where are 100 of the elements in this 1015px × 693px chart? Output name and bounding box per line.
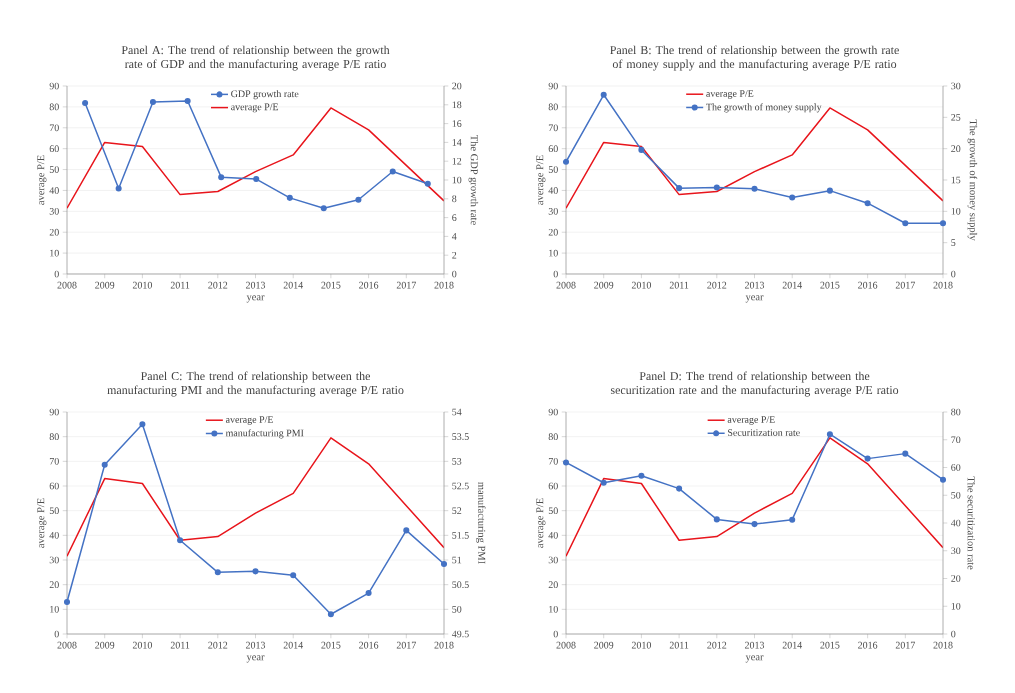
point: [184, 97, 191, 105]
y2-tick-label: 4: [451, 233, 457, 240]
x-tick-label: 2014: [283, 281, 304, 289]
x-tick-label: 2010: [631, 641, 651, 649]
x-tick-label: 2016: [858, 281, 878, 289]
legend-label: average P/E: [706, 90, 754, 99]
y2-tick-label: 25: [951, 113, 961, 121]
x-tick-label: 2009: [594, 281, 614, 289]
point: [214, 569, 221, 576]
x-tick-label: 2014: [283, 641, 304, 649]
x-tick-label: 2012: [707, 641, 727, 649]
y-tick-label: 20: [548, 581, 558, 589]
x-tick-label: 2011: [170, 281, 190, 289]
point: [63, 598, 71, 605]
y-tick-label: 70: [49, 124, 59, 132]
legend-label: average P/E: [231, 103, 279, 113]
x-tick-label: 2018: [933, 641, 953, 649]
y-tick-label: 10: [549, 605, 558, 613]
point: [440, 560, 448, 567]
y2-tick-label: 49.5: [451, 630, 469, 638]
chart-title: Panel C: The trend of relationship between the manufacturing PMI and the manufacturing average P/E ratio: [107, 371, 404, 397]
x-tick-label: 2011: [669, 281, 689, 289]
point: [676, 185, 683, 192]
x-tick-label: 2013: [245, 641, 266, 649]
x-tick-label: 2013: [744, 641, 765, 649]
y2-tick-label: 70: [951, 436, 961, 444]
x-axis-title: year: [246, 295, 265, 303]
x-tick-label: 2018: [933, 281, 953, 289]
point: [365, 590, 372, 597]
point: [600, 479, 607, 486]
x-axis-title: year: [745, 295, 764, 303]
y2-tick-label: 20: [951, 145, 961, 153]
x-tick-label: 2009: [95, 641, 115, 649]
y2-tick-label: 5: [951, 239, 956, 246]
x-tick-label: 2017: [895, 641, 915, 649]
x-tick-label: 2016: [359, 641, 379, 649]
y2-tick-label: 16: [452, 120, 462, 127]
y2-tick-label: 2: [452, 251, 457, 259]
y-tick-label: 80: [49, 433, 59, 441]
x-tick-label: 2010: [631, 281, 651, 289]
chart-title: Panel A: The trend of relationship between the growth rate of GDP and the manufacturing average P/E ratio: [121, 45, 390, 71]
y2-tick-label: 6: [452, 214, 457, 221]
point: [713, 184, 720, 191]
point: [389, 168, 396, 175]
y2-tick-label: 0: [452, 270, 457, 278]
x-tick-label: 2017: [895, 281, 915, 289]
point: [252, 568, 259, 575]
y-tick-label: 80: [548, 433, 558, 441]
y2-axis-title: The GDP growth rate: [468, 135, 479, 225]
point: [676, 485, 683, 492]
x-tick-label: 2015: [820, 641, 840, 649]
point: [286, 194, 293, 201]
y2-tick-label: 15: [951, 176, 961, 184]
x-tick-label: 2015: [820, 281, 840, 289]
y-tick-label: 60: [49, 482, 59, 490]
y2-tick-label: 52.5: [452, 482, 469, 490]
y-tick-label: 80: [49, 103, 59, 111]
y2-tick-label: 54: [452, 408, 462, 416]
point: [115, 185, 122, 192]
legend-label: average P/E: [727, 416, 775, 425]
y-tick-label: 70: [548, 457, 558, 465]
point: [751, 185, 758, 192]
point: [424, 180, 431, 187]
x-tick-label: 2008: [57, 281, 77, 289]
y-tick-label: 30: [548, 556, 558, 564]
y-tick-label: 80: [548, 103, 558, 111]
legend-label: average P/E: [225, 416, 273, 425]
point: [789, 516, 796, 523]
y-tick-label: 0: [54, 630, 59, 638]
y2-tick-label: 51.5: [452, 531, 469, 539]
y-tick-label: 30: [548, 207, 558, 215]
y2-axis-title: The growth of money supply: [967, 119, 978, 241]
y2-tick-label: 50: [951, 491, 961, 499]
y-tick-label: 50: [548, 507, 558, 515]
x-tick-label: 2011: [669, 641, 689, 649]
y2-tick-label: 14: [452, 139, 462, 146]
y-tick-label: 90: [548, 82, 558, 90]
y2-tick-label: 53: [452, 457, 462, 465]
point: [403, 527, 410, 534]
y2-tick-label: 20: [452, 82, 462, 90]
point: [149, 98, 156, 106]
y-tick-label: 50: [548, 166, 558, 173]
x-axis-title: year: [246, 655, 265, 663]
y2-tick-label: 60: [951, 464, 961, 471]
y-axis-title: average P/E: [37, 498, 47, 548]
y2-tick-label: 12: [452, 157, 462, 165]
y-tick-label: 90: [49, 408, 59, 416]
y-tick-label: 40: [548, 531, 558, 539]
y2-tick-label: 10: [951, 602, 961, 610]
point: [290, 572, 297, 579]
point: [826, 431, 833, 438]
y2-tick-label: 50.5: [452, 581, 469, 589]
y2-tick-label: 8: [452, 195, 457, 203]
chart-title: Panel B: The trend of relationship between the growth rate of money supply and the manufacturing average P/E ratio: [610, 45, 899, 71]
y-tick-label: 0: [553, 630, 558, 638]
x-tick-label: 2012: [208, 281, 228, 289]
point: [320, 205, 327, 212]
x-tick-label: 2008: [556, 281, 576, 289]
point: [177, 537, 184, 544]
y-tick-label: 20: [548, 228, 558, 236]
